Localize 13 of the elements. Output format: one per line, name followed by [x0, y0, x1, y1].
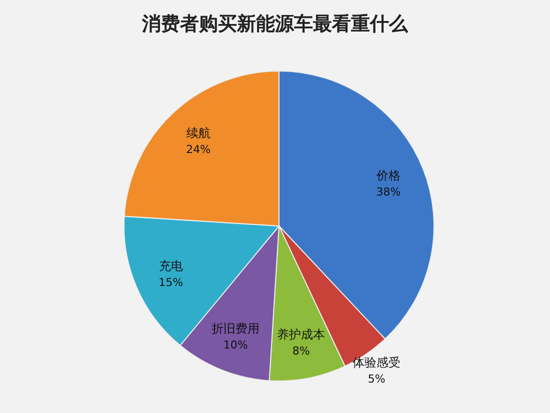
data-label: 38% [376, 186, 401, 199]
slice-label: 价格 [376, 168, 401, 183]
slice-label: 折旧费用 [212, 322, 260, 336]
chart-title: 消费者购买新能源车最看重什么 [141, 13, 409, 35]
data-label: 10% [223, 338, 248, 352]
data-label: 15% [158, 276, 184, 289]
data-label: 5% [368, 372, 386, 386]
slice-label: 充电 [158, 258, 183, 273]
slice-label: 养护成本 [277, 328, 326, 342]
data-label: 24% [186, 143, 211, 156]
slice-label: 体验感受 [352, 356, 401, 370]
data-label: 8% [292, 344, 310, 358]
slice-label: 续航 [186, 126, 210, 140]
